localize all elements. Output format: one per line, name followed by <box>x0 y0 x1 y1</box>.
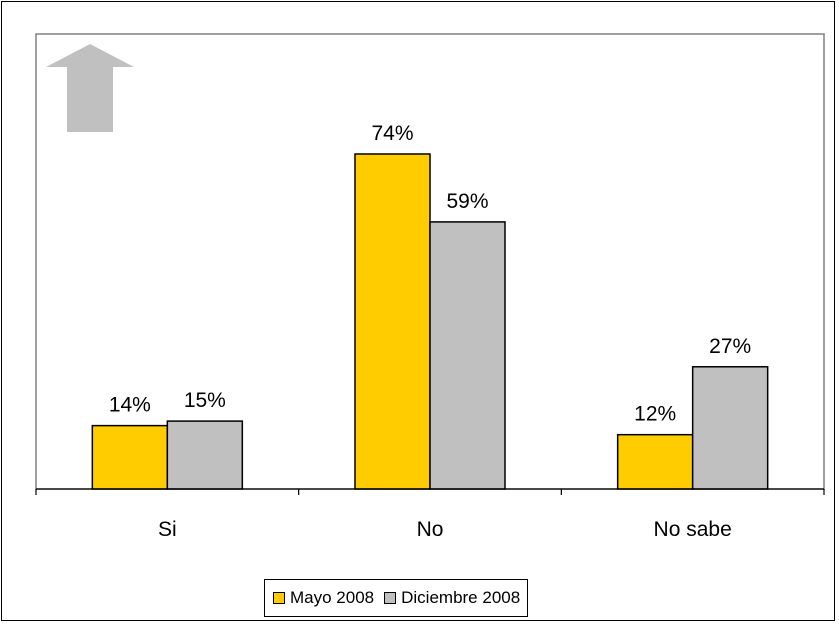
data-label: 74% <box>371 122 413 145</box>
data-label: 59% <box>446 190 488 213</box>
legend-item-series-1: Mayo 2008 <box>273 588 374 608</box>
bar-si-series-1 <box>91 424 169 490</box>
bar-no-sabe-series-2 <box>691 366 769 490</box>
legend-label-series-2: Diciembre 2008 <box>401 588 521 607</box>
bar-no-series-2 <box>429 221 506 490</box>
category-label: No <box>417 518 444 541</box>
legend: Mayo 2008 Diciembre 2008 <box>264 579 529 617</box>
data-label: 15% <box>184 389 226 412</box>
category-label: Si <box>158 518 177 541</box>
up-arrow-icon <box>46 44 134 132</box>
data-label: 12% <box>634 403 676 426</box>
legend-item-series-2: Diciembre 2008 <box>384 588 520 608</box>
bar-no-sabe-series-1 <box>616 433 694 490</box>
legend-swatch-series-1 <box>273 592 285 604</box>
category-label: No sabe <box>654 518 732 541</box>
legend-swatch-series-2 <box>384 592 397 604</box>
bar-si-series-2 <box>166 420 244 490</box>
bar-no-series-1 <box>354 153 431 490</box>
data-label: 27% <box>709 335 751 358</box>
data-label: 14% <box>109 394 151 417</box>
legend-label-series-1: Mayo 2008 <box>290 588 375 607</box>
